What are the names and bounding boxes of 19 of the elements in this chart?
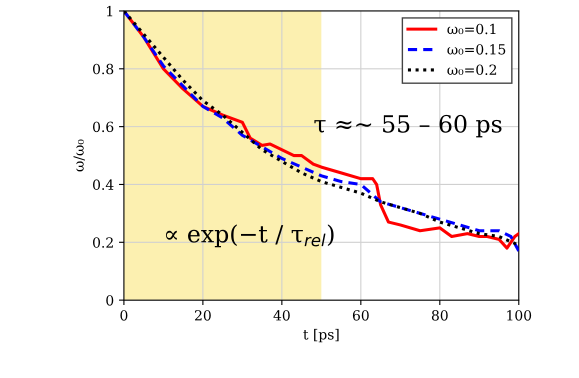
x-tick-label: 100 (507, 310, 532, 321)
x-axis-title: t [ps] (303, 328, 339, 342)
legend-label: ω₀=0.1 (447, 24, 496, 34)
y-tick-label: 1 (107, 6, 112, 16)
x-tick-label: 20 (194, 310, 211, 321)
annotation: τ ≈~ 55 – 60 ps (314, 114, 502, 138)
y-axis-title: ω/ω₀ (74, 139, 85, 172)
annotation: ∝ exp(−t / τ$_{rel}$) (166, 224, 334, 248)
x-tick-label: 60 (352, 310, 369, 321)
y-tick-label: 0 (106, 295, 114, 306)
y-tick-label: 0.4 (93, 179, 114, 190)
x-tick-label: 80 (432, 310, 448, 321)
x-tick-label: 40 (273, 310, 290, 321)
y-tick-label: 0.6 (93, 122, 114, 132)
y-tick-label: 0.2 (93, 237, 113, 248)
y-tick-label: 0.8 (93, 64, 114, 74)
legend-label: ω₀=0.15 (447, 44, 506, 55)
legend-label: ω₀=0.2 (447, 64, 496, 75)
x-tick-label: 0 (120, 310, 128, 321)
